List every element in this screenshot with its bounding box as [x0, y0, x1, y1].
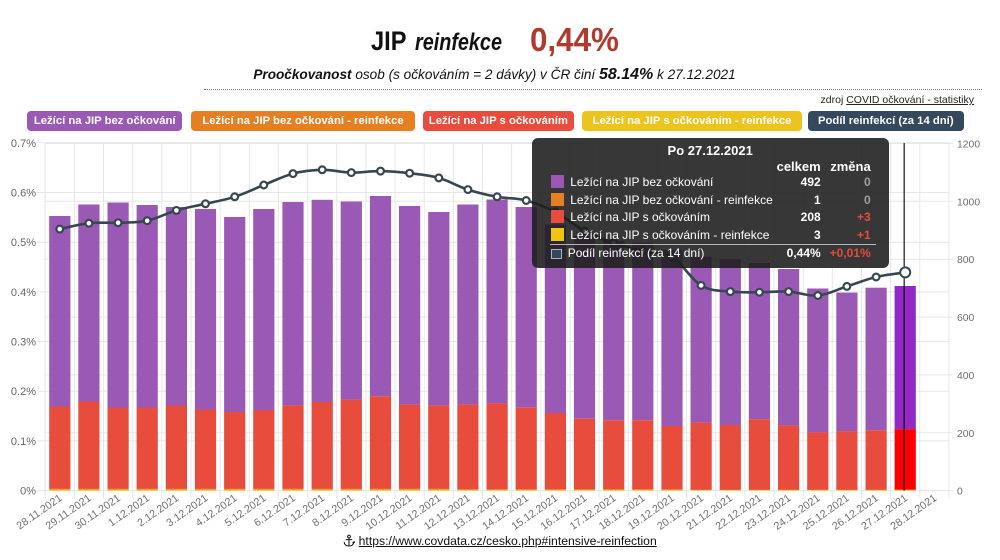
svg-text:0.3%: 0.3% — [11, 337, 36, 349]
svg-text:0.1%: 0.1% — [11, 436, 36, 448]
svg-text:1000: 1000 — [957, 197, 980, 208]
svg-text:0.4%: 0.4% — [11, 287, 36, 299]
svg-text:200: 200 — [957, 429, 975, 440]
svg-text:800: 800 — [957, 255, 975, 266]
svg-text:0.2%: 0.2% — [11, 386, 36, 398]
svg-text:0: 0 — [957, 487, 963, 498]
svg-text:400: 400 — [957, 371, 975, 382]
svg-text:0%: 0% — [20, 486, 36, 498]
svg-text:600: 600 — [957, 313, 975, 324]
svg-text:1200: 1200 — [957, 140, 980, 151]
svg-text:0.7%: 0.7% — [11, 138, 36, 150]
svg-text:0.6%: 0.6% — [11, 188, 36, 200]
svg-text:0.5%: 0.5% — [11, 237, 36, 249]
